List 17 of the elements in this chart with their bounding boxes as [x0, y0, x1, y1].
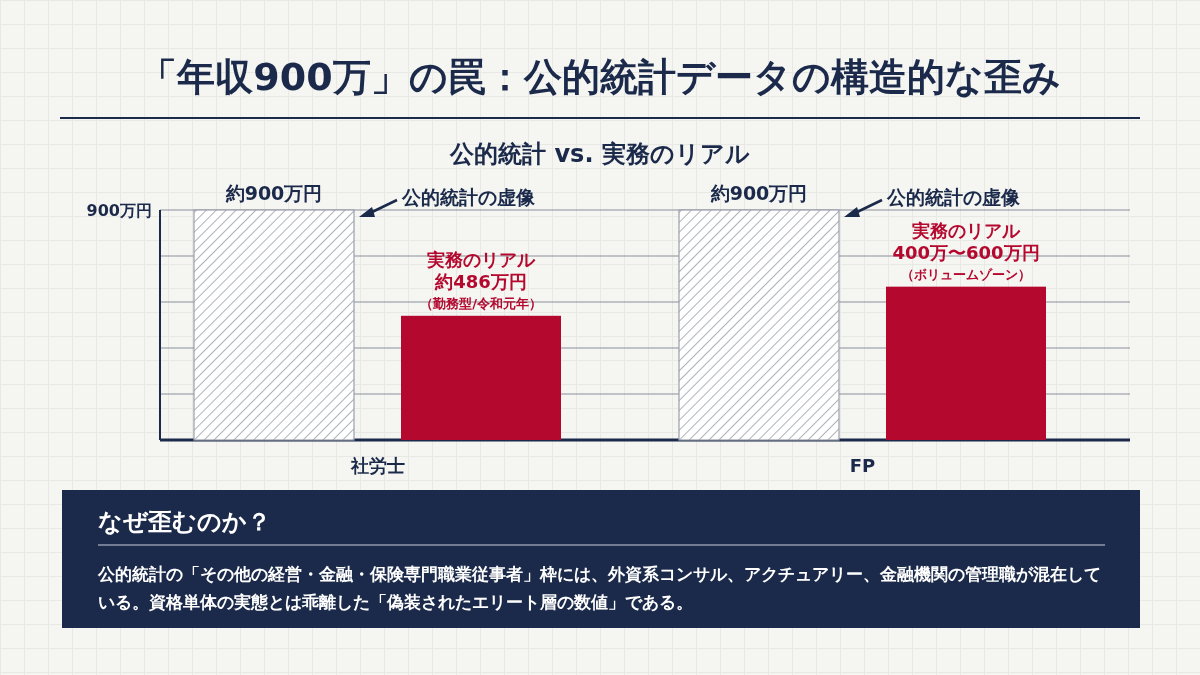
text: 公的統計の「その他の経営・金融・保険専門職業従事者」枠には、外資系コンサル、アクチュアリー、金融機関の管理職が混在している。資格単体の実態とは乖離した「偽装されたエリート層の数値」である。: [97, 564, 1101, 612]
annotation: （ボリュームゾーン）: [901, 266, 1031, 282]
data-label: 約486万円: [434, 270, 527, 292]
text: 実務のリアル: [426, 248, 536, 270]
x-tick-label: 社労士: [349, 455, 405, 476]
text: 公的統計の虚像: [401, 186, 536, 208]
annotation: （勤務型/令和元年）: [420, 295, 542, 311]
text: 公的統計の虚像: [887, 186, 1020, 208]
data-label: 400万〜600万円: [892, 241, 1040, 263]
data-label: 約900万円: [709, 182, 808, 204]
data-label: 約900万円: [224, 182, 323, 204]
text: なぜ歪むのか？: [98, 508, 271, 536]
chart-title: 「年収900万」の罠：公的統計データの構造的な歪み: [139, 55, 1061, 99]
chart-subtitle: 公的統計 vs. 実務のリアル: [449, 140, 750, 168]
text: 実務のリアル: [912, 219, 1020, 241]
y-tick-label: 900万円: [86, 201, 152, 220]
x-tick-label: FP: [849, 455, 876, 476]
